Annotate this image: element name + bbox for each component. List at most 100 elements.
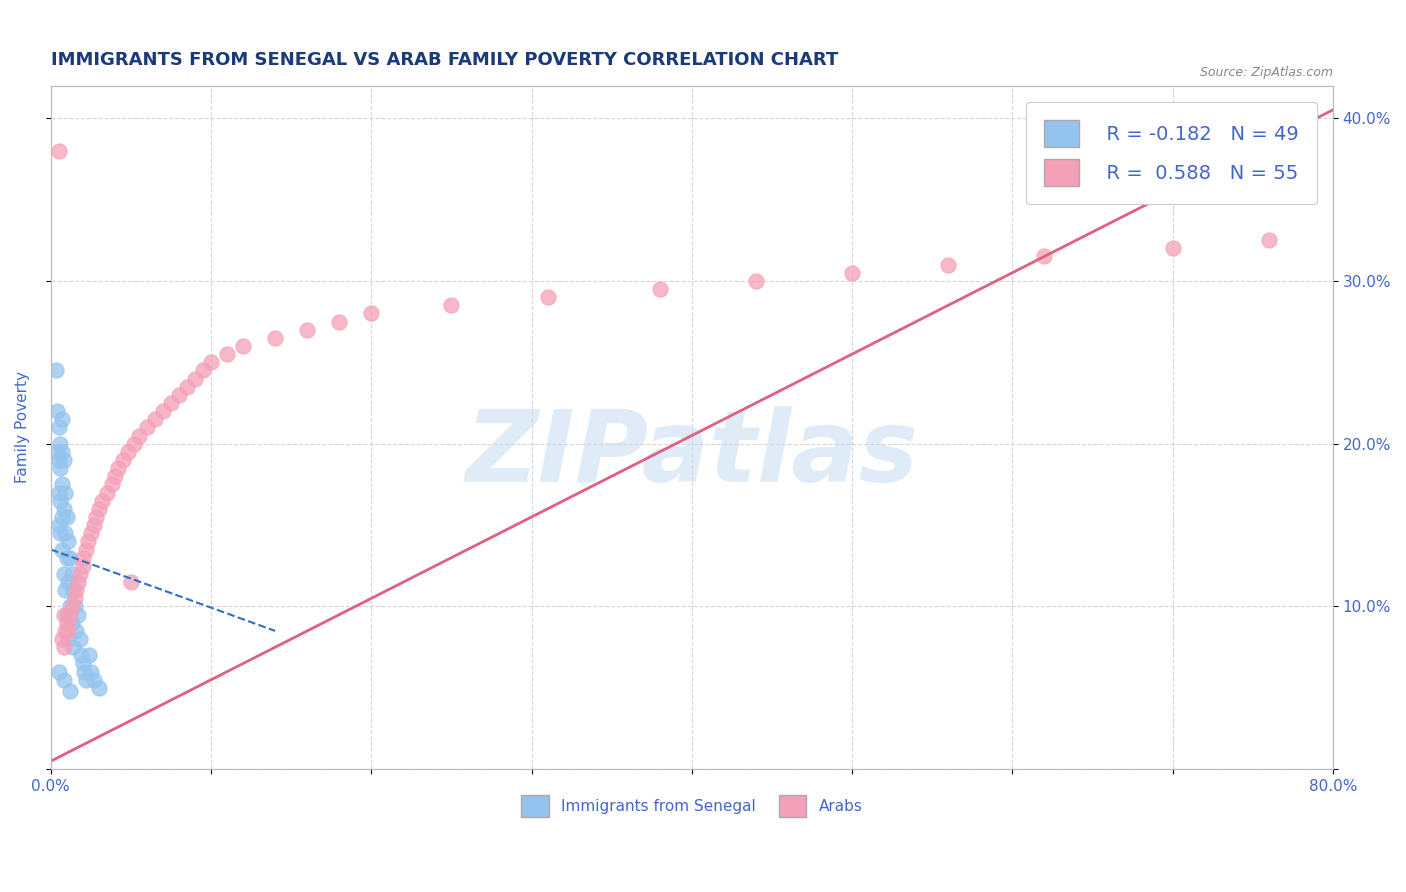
Point: [48, 144, 70, 158]
Point: [152, 404, 174, 418]
Point: [58, 575, 80, 590]
Point: [328, 315, 350, 329]
Point: [80, 665, 103, 679]
Point: [83, 673, 105, 687]
Point: [440, 298, 463, 312]
Point: [122, 436, 145, 450]
Point: [1257, 233, 1279, 247]
Point: [52, 566, 75, 581]
Point: [60, 566, 83, 581]
Point: [76, 534, 98, 549]
Point: [52, 640, 75, 655]
Point: [841, 266, 863, 280]
Point: [63, 599, 86, 614]
Point: [75, 542, 97, 557]
Point: [117, 445, 139, 459]
Point: [53, 583, 76, 598]
Point: [48, 518, 70, 533]
Point: [48, 665, 70, 679]
Point: [191, 363, 214, 377]
Point: [59, 550, 82, 565]
Point: [58, 624, 80, 638]
Point: [536, 290, 558, 304]
Point: [67, 575, 90, 590]
Point: [143, 412, 166, 426]
Point: [217, 347, 239, 361]
Point: [184, 371, 207, 385]
Point: [91, 493, 114, 508]
Point: [72, 558, 94, 573]
Point: [65, 583, 87, 598]
Point: [59, 599, 82, 614]
Point: [56, 615, 79, 630]
Point: [49, 461, 72, 475]
Text: Source: ZipAtlas.com: Source: ZipAtlas.com: [1199, 66, 1333, 78]
Point: [1161, 241, 1184, 255]
Point: [49, 436, 72, 450]
Point: [46, 404, 69, 418]
Point: [120, 575, 142, 590]
Point: [48, 485, 70, 500]
Point: [104, 469, 127, 483]
Point: [62, 640, 84, 655]
Point: [111, 453, 134, 467]
Point: [745, 274, 768, 288]
Point: [69, 566, 91, 581]
Point: [46, 445, 69, 459]
Point: [107, 461, 129, 475]
Point: [48, 453, 70, 467]
Point: [264, 331, 287, 345]
Point: [936, 258, 959, 272]
Point: [52, 453, 75, 467]
Point: [51, 632, 73, 646]
Point: [49, 526, 72, 541]
Point: [56, 607, 79, 622]
Point: [100, 477, 122, 491]
Point: [72, 657, 94, 671]
Point: [75, 673, 97, 687]
Point: [87, 681, 110, 695]
Point: [80, 526, 103, 541]
Text: ZIPatlas: ZIPatlas: [465, 406, 918, 503]
Point: [53, 485, 76, 500]
Point: [87, 501, 110, 516]
Point: [56, 550, 79, 565]
Point: [51, 542, 73, 557]
Point: [52, 673, 75, 687]
Point: [70, 648, 93, 663]
Point: [67, 607, 90, 622]
Point: [52, 501, 75, 516]
Point: [1033, 250, 1056, 264]
Point: [128, 428, 150, 442]
Point: [297, 323, 319, 337]
Point: [648, 282, 671, 296]
Point: [62, 583, 84, 598]
Point: [160, 396, 183, 410]
Point: [52, 607, 75, 622]
Point: [51, 445, 73, 459]
Point: [79, 648, 101, 663]
Point: [360, 306, 382, 320]
Point: [176, 380, 198, 394]
Point: [84, 510, 107, 524]
Point: [58, 632, 80, 646]
Point: [72, 550, 94, 565]
Point: [136, 420, 159, 434]
Point: [51, 412, 73, 426]
Point: [83, 518, 105, 533]
Point: [45, 363, 67, 377]
Point: [200, 355, 222, 369]
Point: [49, 493, 72, 508]
Point: [59, 684, 82, 698]
Point: [167, 388, 190, 402]
Point: [51, 477, 73, 491]
Point: [51, 510, 73, 524]
Point: [232, 339, 254, 353]
Point: [60, 615, 83, 630]
Text: IMMIGRANTS FROM SENEGAL VS ARAB FAMILY POVERTY CORRELATION CHART: IMMIGRANTS FROM SENEGAL VS ARAB FAMILY P…: [51, 51, 838, 69]
Point: [56, 510, 79, 524]
Point: [65, 624, 87, 638]
Point: [53, 624, 76, 638]
Point: [59, 607, 82, 622]
Point: [53, 526, 76, 541]
